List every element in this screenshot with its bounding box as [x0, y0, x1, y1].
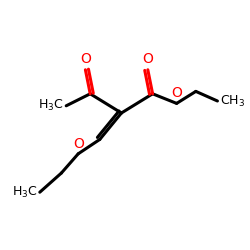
Text: O: O: [80, 52, 91, 66]
Text: O: O: [142, 52, 153, 66]
Text: O: O: [171, 86, 182, 100]
Text: H$_3$C: H$_3$C: [38, 98, 64, 113]
Text: O: O: [73, 137, 84, 151]
Text: CH$_3$: CH$_3$: [220, 94, 245, 108]
Text: H$_3$C: H$_3$C: [12, 185, 38, 200]
